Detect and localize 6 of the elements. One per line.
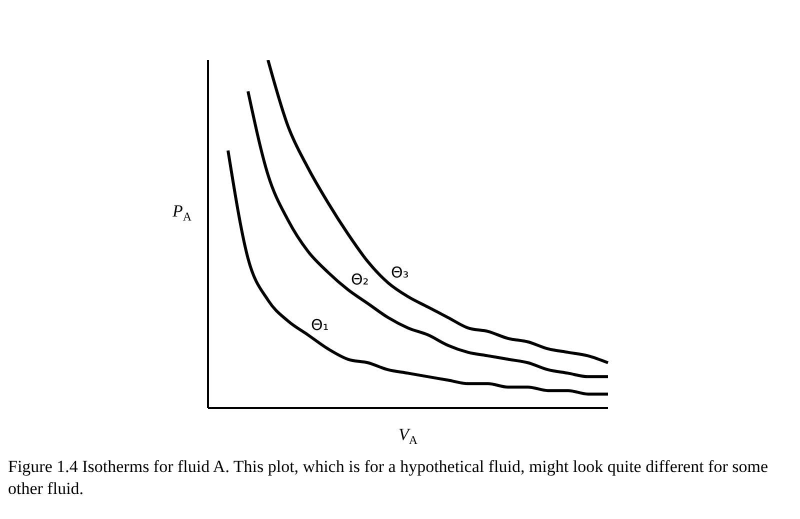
series-label: Θ₃ [391,264,409,282]
series-label: Θ₁ [311,316,329,334]
series-label: Θ₂ [351,270,369,289]
y-axis-title: P$_{A}$ [171,202,192,224]
x-axis-title: V$_{A}$ [398,425,418,447]
caption: Figure 1.4 Isotherms for fluid A. This plot, which is for a hypothetical fluid, might look quite different for some other fluid. [8,456,770,500]
